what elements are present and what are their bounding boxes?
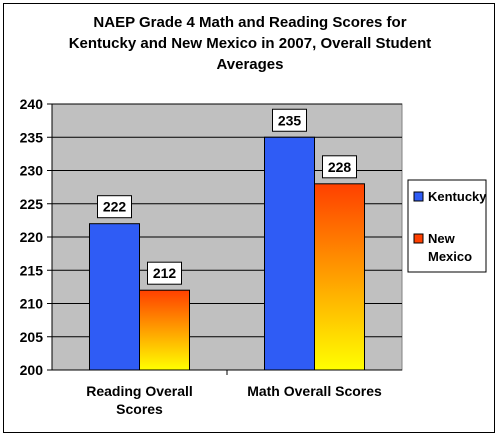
y-tick-label: 225 <box>20 196 44 212</box>
data-label: 228 <box>328 159 352 175</box>
x-category-label: Scores <box>116 401 163 417</box>
data-label-box <box>272 108 307 132</box>
y-tick-label: 240 <box>20 96 44 112</box>
y-tick-label: 205 <box>20 329 44 345</box>
y-tick-label: 215 <box>20 262 44 278</box>
bar-new-mexico <box>139 289 190 371</box>
data-label-box <box>322 155 357 179</box>
bar-kentucky <box>89 223 140 371</box>
bar-new-mexico <box>314 183 365 371</box>
x-category-label: Reading Overall <box>86 383 193 399</box>
data-label-box <box>97 195 132 219</box>
data-label-box <box>147 261 182 285</box>
data-label: 212 <box>153 265 177 281</box>
title-line-2: Kentucky and New Mexico in 2007, Overall… <box>68 35 432 52</box>
y-tick-label: 210 <box>20 296 44 312</box>
legend-label: Kentucky <box>428 189 487 204</box>
data-label: 235 <box>278 112 302 128</box>
bar-kentucky <box>264 136 315 371</box>
y-tick-label: 220 <box>20 229 44 245</box>
legend-label: New <box>428 231 456 246</box>
title-line-3: Averages <box>216 56 284 73</box>
chart-title: NAEP Grade 4 Math and Reading Scores for… <box>0 12 500 75</box>
y-tick-label: 235 <box>20 129 44 145</box>
x-category-label: Math Overall Scores <box>247 383 382 399</box>
title-line-1: NAEP Grade 4 Math and Reading Scores for <box>93 14 407 31</box>
legend-swatch-kentucky <box>413 191 424 202</box>
legend-label: Mexico <box>428 249 472 264</box>
y-tick-label: 200 <box>20 362 44 378</box>
data-label: 222 <box>103 199 127 215</box>
legend-swatch-new-mexico <box>413 233 424 244</box>
y-tick-label: 230 <box>20 163 44 179</box>
